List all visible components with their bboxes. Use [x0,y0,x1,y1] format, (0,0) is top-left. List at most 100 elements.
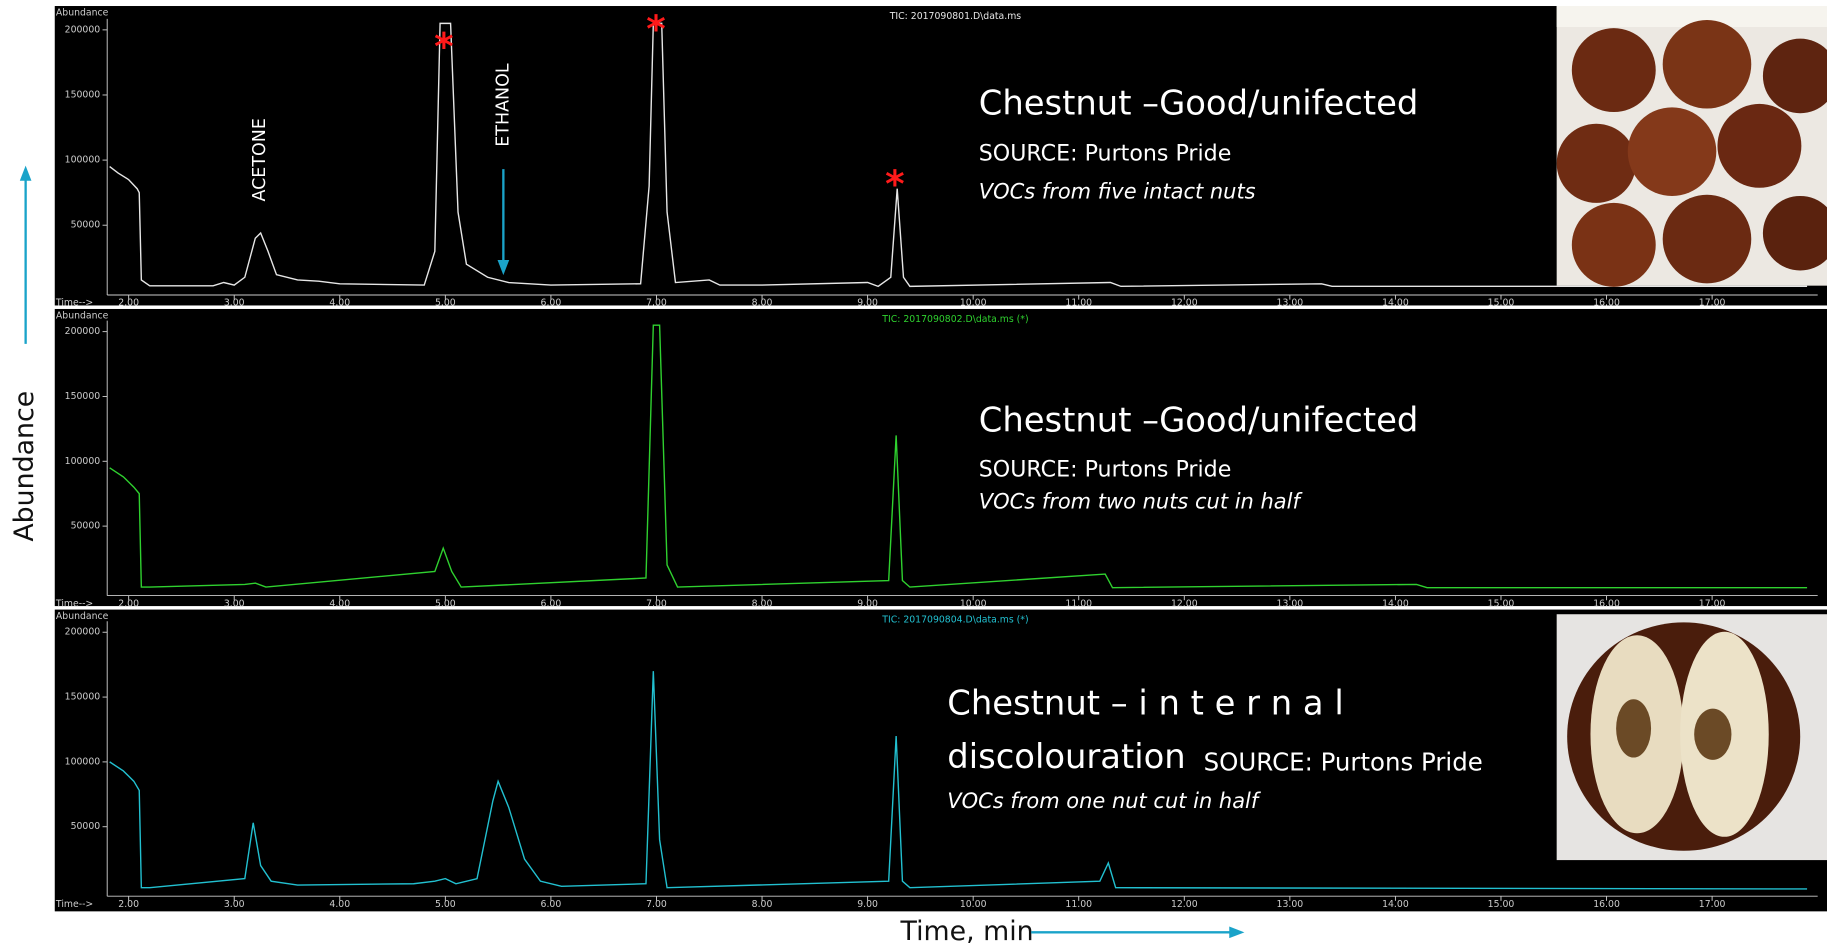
chart-note: VOCs from one nut cut in half [947,789,1262,813]
x-tick-label: 14.00 [1382,899,1409,910]
x-tick-label: 8.00 [752,899,773,910]
x-tick-label: 15.00 [1488,899,1515,910]
y-tag: Abundance [56,310,109,321]
x-tick-label: 9.00 [857,298,878,309]
x-tick-label: 16.00 [1593,598,1620,609]
x-tick-label: 7.00 [646,899,667,910]
trace [109,324,1808,589]
x-tag: Time--> [55,899,93,910]
x-tick-label: 7.00 [646,598,667,609]
x-tick-label: 15.00 [1488,598,1515,609]
x-tag: Time--> [55,598,93,609]
x-tick-label: 2.00 [118,298,139,309]
x-tick-label: 5.00 [435,298,456,309]
x-tick-label: 11.00 [1065,899,1092,910]
chart-subtitle: SOURCE: Purtons Pride [1204,747,1483,776]
chart-title: Chestnut – i n t e r n a l [947,684,1343,723]
y-tick-label: 200000 [65,627,101,638]
x-tick-label: 11.00 [1065,298,1092,309]
chart-note: VOCs from five intact nuts [979,179,1256,203]
x-axis-label: Time, min [900,916,1034,947]
y-tag: Abundance [56,611,109,622]
charts: Abundance TIC: 2017090801.D\data.ms Time--… [54,6,1827,912]
arrow-head [497,260,510,276]
annotation: * [885,162,905,206]
chart-panel: Abundance TIC: 2017090801.D\data.ms Time--… [54,6,1827,309]
header: TIC: 2017090801.D\data.ms [889,11,1022,22]
x-tick-label: 10.00 [960,598,987,609]
annotation: * [434,25,454,69]
x-tag: Time--> [55,298,93,309]
x-tick-label: 10.00 [960,298,987,309]
y-tag: Abundance [56,8,109,19]
x-tick-label: 14.00 [1382,598,1409,609]
chart-panel: Abundance TIC: 2017090802.D\data.ms (*) Ti… [54,308,1827,609]
x-tick-label: 17.00 [1699,298,1726,309]
y-tick-label: 100000 [65,155,101,166]
x-tick-label: 8.00 [752,298,773,309]
trace [109,22,1808,288]
x-tick-label: 17.00 [1699,598,1726,609]
arrow-head [19,165,32,181]
y-tick-label: 200000 [65,24,101,35]
x-tick-label: 3.00 [224,298,245,309]
y-tick-label: 100000 [65,456,101,467]
header: TIC: 2017090804.D\data.ms (*) [881,615,1028,626]
chart-subtitle: SOURCE: Purtons Pride [979,140,1232,166]
x-tick-label: 3.00 [224,899,245,910]
x-tick-label: 15.00 [1488,298,1515,309]
y-tick-label: 50000 [71,220,101,231]
chart-title: discolouration [947,737,1185,776]
x-tick-label: 2.00 [118,899,139,910]
x-tick-label: 2.00 [118,598,139,609]
x-tick-label: 5.00 [435,899,456,910]
x-tick-label: 13.00 [1277,298,1304,309]
x-tick-label: 9.00 [857,899,878,910]
y-tick-label: 150000 [65,391,101,402]
plot-background [54,609,1827,912]
x-tick-label: 16.00 [1593,298,1620,309]
x-tick-label: 12.00 [1171,298,1198,309]
chart-note: VOCs from two nuts cut in half [979,489,1304,513]
y-tick-label: 100000 [65,756,101,767]
x-tick-label: 4.00 [329,899,350,910]
x-tick-label: 12.00 [1171,899,1198,910]
chart-title: Chestnut –Good/unifected [979,84,1419,123]
x-tick-label: 9.00 [857,598,878,609]
y-tick-label: 50000 [71,821,101,832]
annotation: ETHANOL [493,63,513,147]
plot-background [54,308,1827,607]
chart-panel: Abundance TIC: 2017090804.D\data.ms (*) Ti… [54,609,1827,912]
x-tick-label: 7.00 [646,298,667,309]
x-tick-label: 6.00 [541,899,562,910]
chart-title: Chestnut –Good/unifected [979,400,1419,439]
x-tick-label: 4.00 [329,598,350,609]
photo [1556,6,1827,287]
x-tick-label: 5.00 [435,598,456,609]
x-tick-label: 8.00 [752,598,773,609]
x-tick-label: 3.00 [224,598,245,609]
y-tick-label: 50000 [71,521,101,532]
annotation: ACETONE [250,118,270,201]
header: TIC: 2017090802.D\data.ms (*) [881,314,1028,325]
x-tick-label: 13.00 [1277,598,1304,609]
y-tick-label: 150000 [65,89,101,100]
x-tick-label: 16.00 [1593,899,1620,910]
y-tick-label: 200000 [65,326,101,337]
y-axis-label: Abundance [9,391,40,542]
x-tick-label: 6.00 [541,598,562,609]
plot-background [54,6,1827,306]
photo [1556,614,1827,861]
x-tick-label: 11.00 [1065,598,1092,609]
x-tick-label: 17.00 [1699,899,1726,910]
annotation: * [646,7,666,51]
chart-subtitle: SOURCE: Purtons Pride [979,456,1232,482]
arrow-head [1229,926,1245,939]
x-tick-label: 6.00 [541,298,562,309]
x-tick-label: 12.00 [1171,598,1198,609]
trace [109,671,1808,890]
y-tick-label: 150000 [65,692,101,703]
x-tick-label: 10.00 [960,899,987,910]
